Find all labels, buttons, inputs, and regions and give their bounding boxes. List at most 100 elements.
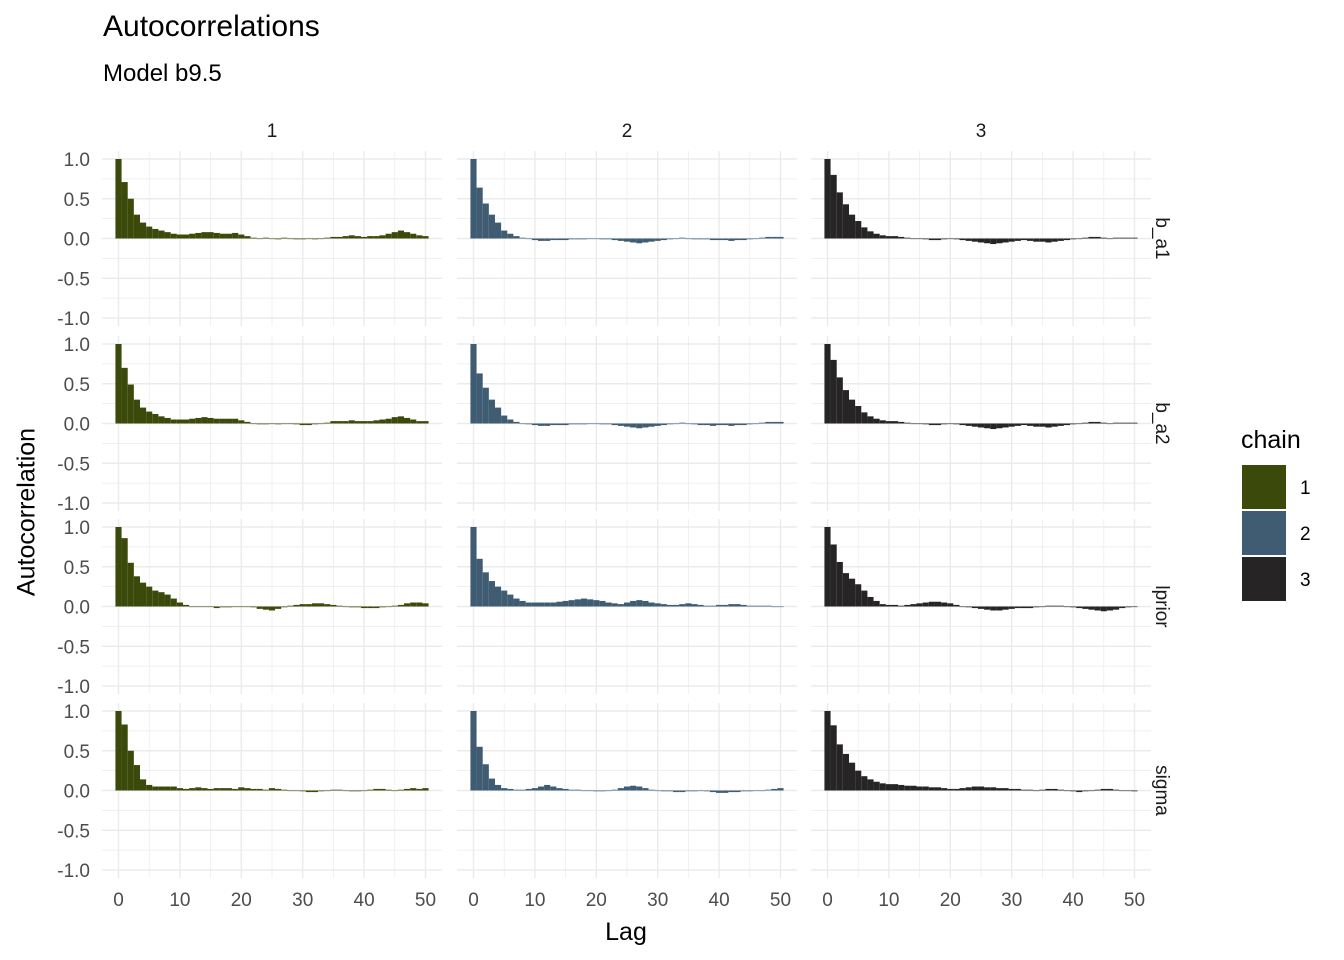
bar: [373, 788, 380, 791]
bar: [182, 788, 190, 791]
bar: [1002, 238, 1009, 243]
bar: [513, 789, 520, 791]
bar: [324, 790, 331, 792]
bar: [1033, 423, 1040, 427]
bar: [1002, 606, 1009, 610]
bar: [630, 423, 637, 428]
bar: [476, 558, 483, 607]
bar: [679, 422, 686, 424]
bar: [777, 606, 784, 608]
x-tick-label: 50: [415, 890, 436, 911]
bar: [965, 423, 972, 426]
bar: [127, 198, 134, 239]
bar: [164, 232, 171, 239]
bar: [330, 789, 337, 791]
bar: [1033, 238, 1040, 242]
bar: [397, 789, 405, 791]
bar: [1106, 788, 1114, 791]
legend-key-label: 2: [1300, 524, 1311, 545]
bar: [971, 606, 978, 609]
bar: [1125, 237, 1132, 239]
bar: [207, 606, 214, 608]
bar: [275, 423, 282, 425]
bar: [139, 222, 147, 239]
bar: [268, 788, 276, 791]
bar: [1033, 606, 1040, 608]
bar: [121, 367, 128, 424]
bar: [1094, 606, 1101, 611]
bar: [947, 238, 954, 240]
bar: [587, 790, 594, 792]
bar: [824, 711, 831, 791]
bar: [922, 238, 929, 240]
bar: [836, 192, 843, 239]
bar: [256, 423, 263, 425]
bar: [244, 421, 251, 424]
bar: [959, 423, 966, 426]
bar: [232, 606, 239, 608]
bar: [623, 786, 631, 791]
bar: [1119, 790, 1126, 792]
bar: [679, 237, 686, 239]
bar: [507, 233, 514, 239]
bar: [556, 601, 563, 607]
bar: [531, 238, 538, 241]
bar: [765, 605, 772, 607]
bar: [1088, 236, 1095, 239]
chart-title: Autocorrelations: [103, 10, 320, 43]
bar: [189, 418, 196, 424]
bar: [691, 423, 698, 425]
legend: chain 1 2 3: [1241, 426, 1311, 601]
bar: [262, 606, 269, 610]
bar: [941, 423, 948, 425]
bar: [404, 417, 411, 424]
bar: [885, 604, 892, 607]
bar: [1027, 789, 1034, 791]
bar: [501, 590, 508, 607]
bar: [219, 418, 226, 424]
bar: [1014, 423, 1021, 426]
bar: [630, 238, 637, 243]
bar: [361, 236, 368, 239]
bar: [599, 790, 606, 792]
bar: [379, 235, 386, 239]
bar: [1106, 238, 1114, 240]
bar: [648, 602, 655, 607]
bar: [1045, 423, 1052, 428]
bar: [605, 423, 612, 425]
bar: [404, 603, 411, 607]
bar: [990, 787, 997, 791]
bar: [636, 238, 643, 244]
bar: [885, 421, 892, 424]
y-tick-label: -1.0: [57, 861, 90, 882]
bar: [293, 423, 300, 425]
bar: [256, 788, 263, 791]
bar: [139, 779, 147, 791]
bar: [636, 600, 643, 607]
bar: [544, 602, 551, 607]
bar: [697, 604, 704, 607]
bar: [494, 586, 502, 607]
legend-key-label: 1: [1300, 478, 1311, 499]
bar: [115, 344, 122, 424]
y-tick-label: 1.0: [64, 150, 90, 171]
bar: [367, 789, 374, 791]
bar: [734, 604, 741, 607]
bar: [867, 416, 874, 424]
bar: [152, 786, 159, 791]
bar: [947, 788, 954, 791]
bar: [965, 606, 972, 608]
bar: [391, 605, 398, 607]
y-tick-label: -1.0: [57, 677, 90, 698]
bar: [501, 230, 508, 239]
bar: [139, 407, 147, 424]
bar: [281, 606, 288, 608]
bar: [953, 238, 960, 240]
bar: [170, 419, 177, 424]
bar: [891, 421, 899, 424]
bar: [182, 604, 190, 607]
bar: [525, 423, 532, 425]
bar: [666, 423, 674, 425]
bar: [219, 606, 226, 608]
bar: [654, 423, 661, 426]
